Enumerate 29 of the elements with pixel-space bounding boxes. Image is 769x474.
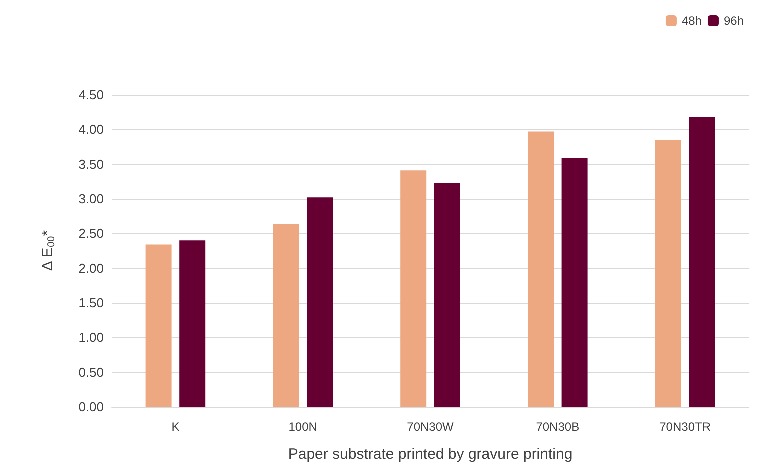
- bar: [528, 132, 554, 407]
- y-tick-label: 3.00: [78, 192, 104, 206]
- y-axis-title: Δ E00*: [40, 230, 58, 272]
- y-tick-label: 2.50: [78, 226, 104, 242]
- x-tick-label: 70N30W: [407, 420, 455, 434]
- bar: [273, 224, 300, 407]
- y-tick-label: 4.00: [78, 122, 104, 138]
- bar: [400, 170, 427, 407]
- bar: [562, 158, 588, 407]
- y-tick-label: 2.00: [78, 260, 104, 276]
- y-tick-label: 3.50: [78, 156, 104, 172]
- bar: [146, 244, 172, 407]
- y-tick-label: 1.00: [78, 330, 104, 346]
- bar: [307, 198, 333, 407]
- x-tick-label: K: [172, 420, 180, 434]
- y-tick-label: 4.50: [78, 88, 104, 102]
- bar: [180, 240, 206, 407]
- y-tick-label: 0.50: [78, 364, 104, 380]
- y-tick-label: 0.00: [78, 400, 104, 414]
- y-tick-label: 1.50: [78, 296, 104, 310]
- x-axis-title: Paper substrate printed by gravure printing: [288, 446, 573, 463]
- x-tick-label: 100N: [288, 420, 318, 434]
- x-tick-label: 70N30TR: [660, 420, 712, 434]
- bar: [689, 117, 716, 407]
- bar: [434, 183, 460, 407]
- legend-label: 48h: [682, 14, 702, 28]
- bar: [655, 140, 682, 407]
- legend-label: 96h: [724, 14, 744, 28]
- x-tick-label: 70N30B: [536, 420, 580, 434]
